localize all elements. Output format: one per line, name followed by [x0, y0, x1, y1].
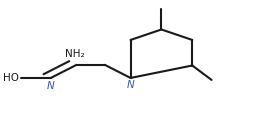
Text: N: N — [127, 80, 134, 90]
Text: N: N — [47, 81, 55, 91]
Text: NH₂: NH₂ — [65, 49, 85, 59]
Text: HO: HO — [3, 73, 19, 83]
